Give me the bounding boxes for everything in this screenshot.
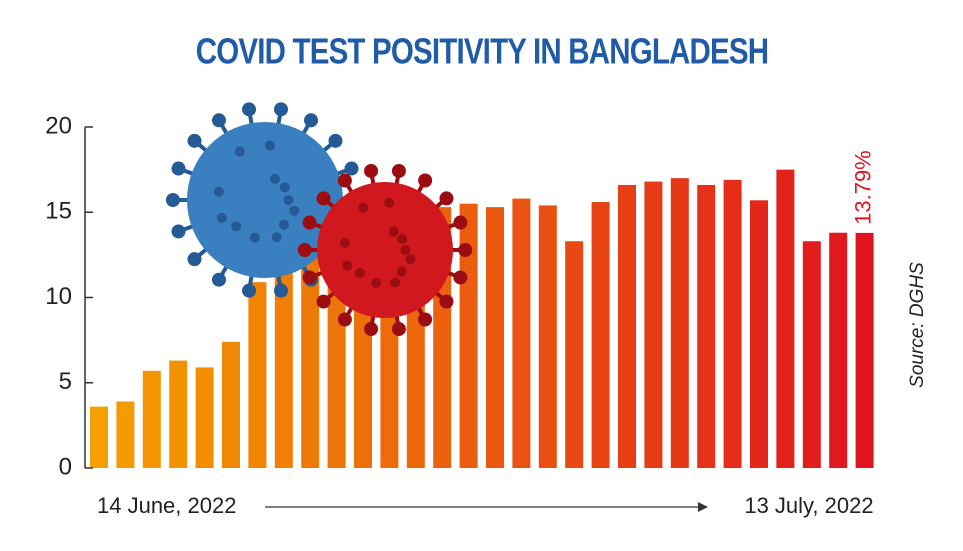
virus-knob xyxy=(439,294,454,309)
virus-dot xyxy=(264,140,275,151)
virus-knob xyxy=(211,113,226,128)
bar xyxy=(486,207,504,468)
virus-knob xyxy=(337,312,352,327)
virus-illustration xyxy=(165,102,473,337)
bar xyxy=(248,282,267,468)
virus-dot xyxy=(231,221,242,232)
virus-dot xyxy=(269,173,280,184)
virus-knob xyxy=(304,113,319,128)
bar xyxy=(644,181,663,468)
bar xyxy=(618,184,636,468)
virus-dot xyxy=(278,219,289,230)
virus-dot xyxy=(283,195,294,205)
bar xyxy=(222,341,240,468)
y-tick-label: 0 xyxy=(59,453,72,480)
virus-knob xyxy=(364,163,379,178)
bar xyxy=(538,205,557,468)
bar xyxy=(195,367,214,468)
virus-knob xyxy=(453,270,468,285)
arrow-head xyxy=(698,502,708,512)
virus-dot xyxy=(396,266,407,277)
bar xyxy=(301,244,320,468)
virus-dot xyxy=(397,234,408,245)
virus-knob xyxy=(165,193,180,207)
bar xyxy=(512,198,531,469)
chart-title: COVID TEST POSITIVITY IN BANGLADESH xyxy=(196,31,768,71)
bar xyxy=(723,179,742,469)
virus-knob xyxy=(391,322,406,337)
y-tick-label: 15 xyxy=(45,198,72,225)
virus-knob xyxy=(273,102,288,117)
virus-dot xyxy=(339,237,350,248)
bar xyxy=(750,200,768,468)
virus-dot xyxy=(249,232,260,243)
bar xyxy=(829,232,848,468)
bar xyxy=(142,370,161,468)
virus-dot xyxy=(354,267,365,278)
virus-dot xyxy=(400,245,411,255)
bar xyxy=(855,232,874,468)
virus-dot xyxy=(289,205,300,216)
virus-knob xyxy=(458,243,473,257)
virus-knob xyxy=(337,173,352,188)
virus-knob xyxy=(187,133,202,148)
bar xyxy=(670,178,689,468)
x-tick-label: 13 July, 2022 xyxy=(744,493,873,518)
virus-knob xyxy=(302,215,317,230)
bar xyxy=(565,241,584,468)
y-tick-label: 5 xyxy=(59,368,72,395)
virus-dot xyxy=(405,254,416,265)
y-tick-label: 10 xyxy=(45,283,72,310)
virus-knob xyxy=(171,224,186,239)
virus-body xyxy=(317,182,453,318)
virus-dot xyxy=(390,277,401,288)
bar xyxy=(802,241,821,468)
virus-knob xyxy=(391,163,406,178)
virus-knob xyxy=(418,173,433,188)
virus-knob xyxy=(316,294,331,309)
bar xyxy=(90,406,108,468)
virus-dot xyxy=(213,186,224,197)
virus-knob xyxy=(211,272,226,287)
x-tick-label: 14 June, 2022 xyxy=(97,493,236,518)
bar xyxy=(697,184,716,468)
value-label: 13.79% xyxy=(850,150,875,225)
virus-knob xyxy=(297,243,312,257)
virus-dot xyxy=(342,260,353,271)
virus-knob xyxy=(242,102,257,117)
virus-knob xyxy=(242,283,257,298)
virus-knob xyxy=(187,252,202,267)
virus-dot xyxy=(384,197,395,208)
virus-dot xyxy=(388,226,399,237)
virus-dot xyxy=(216,212,227,223)
virus-knob xyxy=(328,133,343,148)
bar xyxy=(459,203,478,468)
bar xyxy=(274,258,293,468)
virus-dot xyxy=(234,146,245,157)
virus-dot xyxy=(279,182,290,193)
source: Source: DGHS xyxy=(907,262,928,388)
virus-knob xyxy=(453,215,468,230)
virus-knob xyxy=(418,312,433,327)
virus-dot xyxy=(371,277,382,288)
virus-knob xyxy=(364,322,379,337)
virus-knob xyxy=(344,161,359,176)
bar xyxy=(169,360,188,468)
y-tick-label: 20 xyxy=(45,112,72,139)
virus-knob xyxy=(273,283,288,298)
bar xyxy=(776,169,795,468)
virus-body xyxy=(187,122,343,278)
virus-dot xyxy=(358,202,369,213)
bar xyxy=(116,401,135,468)
virus-knob xyxy=(302,270,317,285)
virus-knob xyxy=(439,191,454,206)
virus-knob xyxy=(316,191,331,206)
virus-knob xyxy=(171,161,186,176)
bar xyxy=(591,202,610,468)
virus-dot xyxy=(271,232,282,243)
